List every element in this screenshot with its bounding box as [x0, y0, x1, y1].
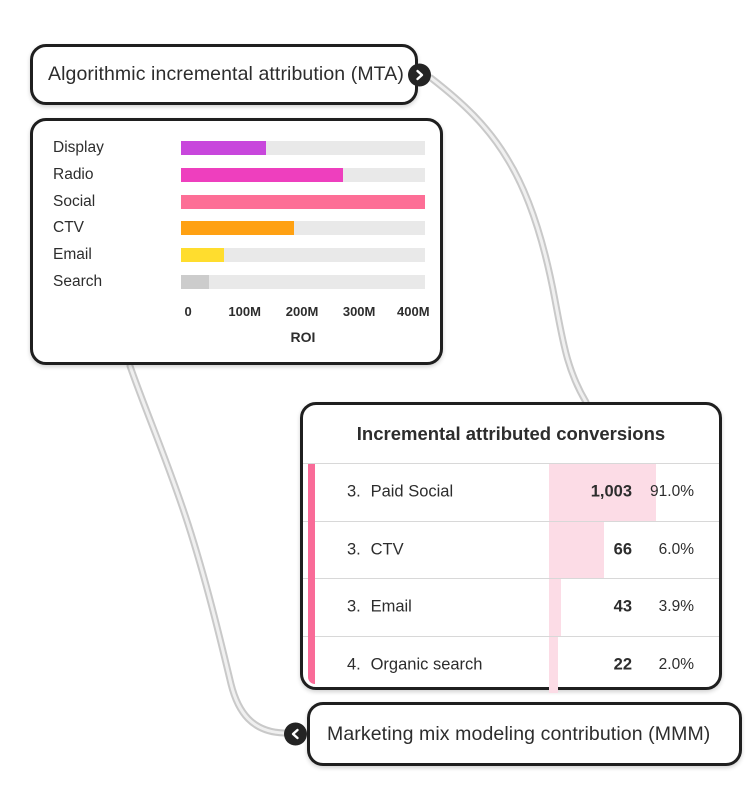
- row-conversions-value: 1,003: [590, 482, 632, 501]
- roi-chart-x-axis: 0 100M 200M 300M 400M: [181, 304, 429, 322]
- chart-row-search: Search: [53, 268, 440, 295]
- row-conversions-value: 22: [613, 655, 632, 674]
- mta-card-label: Algorithmic incremental attribution (MTA…: [48, 63, 404, 85]
- chart-row-ctv: CTV: [53, 215, 440, 242]
- row-rank: 3.: [347, 597, 361, 616]
- row-share-percent: 6.0%: [658, 540, 694, 558]
- bar-track: [181, 274, 425, 289]
- mta-card: Algorithmic incremental attribution (MTA…: [30, 44, 431, 105]
- bar-track: [181, 248, 425, 263]
- chevron-right-icon: [416, 69, 424, 80]
- row-channel-label: 4. Organic search: [347, 655, 483, 674]
- bar-fill-email: [181, 248, 224, 263]
- x-tick-label: 400M: [397, 304, 430, 320]
- chart-category-label: Display: [53, 139, 104, 157]
- row-rank: 3.: [347, 482, 361, 501]
- chart-category-label: Social: [53, 192, 96, 210]
- row-highlight-bar: [549, 521, 604, 578]
- chart-category-label: Email: [53, 246, 92, 264]
- chart-row-radio: Radio: [53, 162, 440, 189]
- conversions-table-card: Incremental attributed conversions 3. Pa…: [300, 402, 722, 693]
- x-tick-label: 0: [184, 304, 192, 320]
- bar-fill-radio: [181, 168, 343, 183]
- connector-chart-to-mmm: [126, 362, 288, 737]
- table-row-email: 3. Email 43 3.9%: [303, 579, 719, 637]
- bar-fill-search: [181, 274, 210, 289]
- table-row-organic-search: 4. Organic search 22 2.0%: [303, 636, 719, 693]
- accent-stripe: [308, 464, 315, 684]
- bar-track: [181, 168, 425, 183]
- chart-row-display: Display: [53, 135, 440, 162]
- row-channel-label: 3. CTV: [347, 540, 404, 559]
- next-button[interactable]: [408, 63, 431, 86]
- row-rank: 3.: [347, 540, 361, 559]
- row-share-percent: 91.0%: [650, 483, 694, 501]
- mmm-card: Marketing mix modeling contribution (MMM…: [284, 702, 742, 766]
- chart-category-label: Search: [53, 272, 103, 290]
- roi-chart-rows: Display Radio Social CTV Email Search: [53, 135, 440, 295]
- row-highlight-bar: [549, 579, 561, 636]
- chart-row-email: Email: [53, 242, 440, 269]
- x-tick-label: 100M: [228, 304, 261, 320]
- conversions-table-title: Incremental attributed conversions: [303, 405, 719, 464]
- chart-category-label: CTV: [53, 219, 84, 237]
- row-conversions-value: 43: [613, 597, 632, 616]
- chart-category-label: Radio: [53, 166, 94, 184]
- row-channel-label: 3. Email: [347, 597, 412, 616]
- mmm-card-label: Marketing mix modeling contribution (MMM…: [327, 722, 711, 745]
- bar-fill-ctv: [181, 221, 295, 236]
- connector-mta-to-table: [427, 74, 590, 406]
- row-conversions-value: 66: [613, 540, 632, 559]
- bar-track: [181, 221, 425, 236]
- row-rank: 4.: [347, 655, 361, 674]
- row-share-percent: 3.9%: [658, 598, 694, 616]
- chart-row-social: Social: [53, 188, 440, 215]
- bar-fill-display: [181, 141, 267, 156]
- roi-axis-label: ROI: [290, 329, 316, 346]
- row-highlight-bar: [549, 636, 558, 693]
- bar-track: [181, 194, 425, 209]
- table-row-ctv: 3. CTV 66 6.0%: [303, 521, 719, 579]
- bar-track: [181, 141, 425, 156]
- x-tick-label: 200M: [285, 304, 319, 320]
- x-tick-label: 300M: [342, 304, 376, 320]
- row-highlight-bar: [549, 464, 656, 521]
- row-share-percent: 2.0%: [658, 655, 694, 673]
- row-channel-label: 3. Paid Social: [347, 482, 454, 501]
- conversions-table-rows: 3. Paid Social 1,003 91.0% 3. CTV 66 6.0% 3. E…: [303, 464, 719, 693]
- table-row-paid-social: 3. Paid Social 1,003 91.0%: [303, 464, 719, 522]
- prev-button[interactable]: [284, 722, 307, 746]
- bar-fill-social: [181, 194, 425, 209]
- roi-chart-card: Display Radio Social CTV Email Search 0 100M 20…: [30, 118, 443, 365]
- chevron-left-icon: [291, 728, 299, 740]
